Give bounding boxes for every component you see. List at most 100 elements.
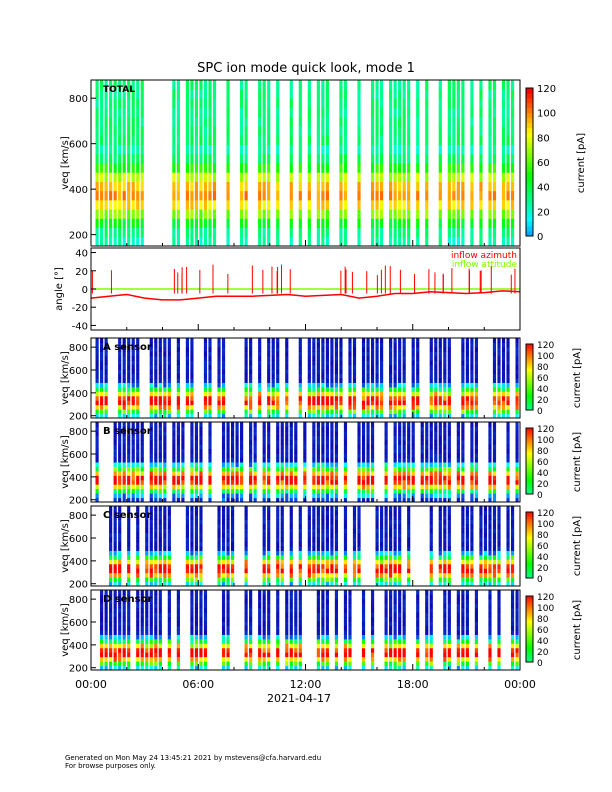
spectrogram-cell <box>285 426 289 432</box>
spectrogram-cell <box>109 630 113 635</box>
spectrogram-cell <box>506 227 510 238</box>
spectrogram-cell <box>158 559 162 565</box>
spectrogram-cell <box>271 351 275 357</box>
spectrogram-cell <box>438 484 442 490</box>
spectrogram-cell <box>95 98 99 109</box>
spectrogram-cell <box>330 400 334 406</box>
spectrogram-cell <box>416 409 420 415</box>
spectrogram-cell <box>203 236 208 247</box>
spectrogram-cell <box>312 439 316 445</box>
spectrogram-cell <box>172 462 176 467</box>
y-tick-label: 400 <box>69 473 88 484</box>
spectrogram-cell <box>339 89 343 99</box>
spectrogram-cell <box>127 581 131 587</box>
spectrogram-cell <box>366 386 370 392</box>
spectrogram-cell <box>109 550 113 556</box>
spectrogram-cell <box>375 514 379 520</box>
spectrogram-cell <box>158 422 162 427</box>
colorbar-swatch <box>526 476 533 480</box>
spectrogram-cell <box>127 625 131 631</box>
spectrogram-cell <box>226 227 230 238</box>
spectrogram-cell <box>407 528 411 534</box>
spectrogram-cell <box>325 98 329 109</box>
spectrogram-cell <box>334 426 339 432</box>
spectrogram-cell <box>325 236 329 247</box>
spectrogram-cell <box>425 435 429 441</box>
spectrogram-cell <box>407 563 411 569</box>
spectrogram-cell <box>307 559 311 565</box>
spectrogram-cell <box>176 107 180 118</box>
panel-label: B sensor <box>103 426 152 437</box>
spectrogram-cell <box>312 559 316 565</box>
spectrogram-cell <box>181 435 185 441</box>
spectrogram-cell <box>185 523 189 529</box>
spectrogram-cell <box>190 126 194 136</box>
spectrogram-cell <box>244 199 248 210</box>
spectrogram-cell <box>208 199 212 210</box>
spectrogram-cell <box>325 453 329 459</box>
spectrogram-cell <box>443 523 447 529</box>
spectrogram-cell <box>474 378 479 383</box>
spectrogram-cell <box>217 342 221 348</box>
spectrogram-cell <box>325 209 329 219</box>
spectrogram-cell <box>366 400 370 406</box>
spectrogram-cell <box>149 563 153 569</box>
spectrogram-cell <box>113 236 117 247</box>
spectrogram-cell <box>208 475 212 481</box>
spectrogram-cell <box>253 470 257 476</box>
spectrogram-cell <box>470 391 474 397</box>
spectrogram-cell <box>100 665 104 671</box>
spectrogram-cell <box>307 236 311 247</box>
spectrogram-cell <box>488 153 492 164</box>
spectrogram-cell <box>361 391 366 397</box>
spectrogram-cell <box>307 116 311 127</box>
spectrogram-cell <box>100 89 104 99</box>
spectrogram-cell <box>461 444 465 450</box>
spectrogram-cell <box>407 479 411 485</box>
spectrogram-cell <box>221 554 226 560</box>
spectrogram-cell <box>127 493 131 499</box>
spectrogram-cell <box>438 126 442 136</box>
spectrogram-cell <box>113 647 117 653</box>
spectrogram-cell <box>506 568 510 574</box>
spectrogram-cell <box>167 572 171 578</box>
spectrogram-cell <box>136 665 140 671</box>
spectrogram-cell <box>357 497 361 503</box>
spectrogram-cell <box>280 572 284 578</box>
spectrogram-cell <box>185 378 189 383</box>
spectrogram-cell <box>172 144 176 155</box>
spectrogram-cell <box>434 457 438 463</box>
spectrogram-cell <box>244 391 248 397</box>
spectrogram-cell <box>443 338 447 343</box>
spectrogram-cell <box>176 422 180 427</box>
spectrogram-cell <box>339 364 343 370</box>
spectrogram-cell <box>506 426 510 432</box>
spectrogram-cell <box>461 172 465 182</box>
spectrogram-cell <box>100 190 104 201</box>
spectrogram-cell <box>118 466 122 472</box>
spectrogram-cell <box>312 364 316 370</box>
spectrogram-cell <box>438 506 442 511</box>
spectrogram-cell <box>461 514 465 520</box>
spectrogram-cell <box>312 568 316 574</box>
spectrogram-cell <box>312 422 316 427</box>
spectrogram-cell <box>366 466 370 472</box>
spectrogram-cell <box>492 426 497 432</box>
spectrogram-cell <box>429 493 433 499</box>
spectrogram-cell <box>465 378 469 383</box>
spectrogram-cell <box>492 488 497 494</box>
spectrogram-cell <box>122 616 126 622</box>
spectrogram-cell <box>127 616 131 622</box>
spectrogram-cell <box>380 153 384 164</box>
spectrogram-cell <box>122 391 126 397</box>
colorbar-tick-label: 20 <box>537 564 549 574</box>
spectrogram-cell <box>118 448 122 454</box>
spectrogram-cell <box>465 546 469 551</box>
spectrogram-cell <box>104 163 108 173</box>
spectrogram-cell <box>212 199 217 210</box>
spectrogram-cell <box>312 355 316 361</box>
spectrogram-cell <box>294 448 298 454</box>
spectrogram-cell <box>154 351 158 357</box>
spectrogram-cell <box>366 404 370 410</box>
spectrogram-cell <box>104 209 108 219</box>
